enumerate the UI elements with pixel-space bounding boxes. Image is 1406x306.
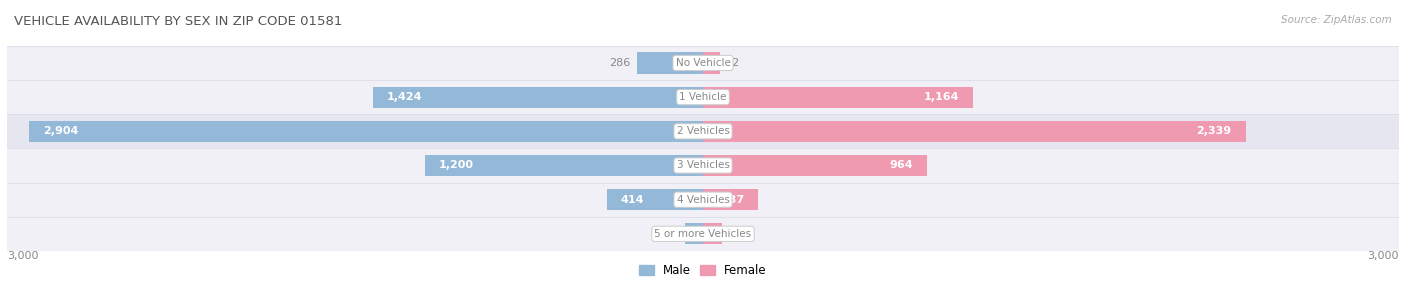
Text: No Vehicle: No Vehicle [675,58,731,68]
Text: 237: 237 [721,195,744,205]
Text: VEHICLE AVAILABILITY BY SEX IN ZIP CODE 01581: VEHICLE AVAILABILITY BY SEX IN ZIP CODE … [14,15,343,28]
Bar [7,217,1399,251]
Text: 414: 414 [621,195,644,205]
Legend: Male, Female: Male, Female [634,259,772,282]
Text: 286: 286 [610,58,631,68]
Text: Source: ZipAtlas.com: Source: ZipAtlas.com [1281,15,1392,25]
Text: 2,339: 2,339 [1197,126,1232,136]
Text: 83: 83 [728,229,742,239]
Text: 2,904: 2,904 [44,126,79,136]
Bar [703,223,723,244]
Bar [703,121,1246,142]
Bar [7,46,1399,80]
Bar [703,52,720,73]
Text: 1,200: 1,200 [439,160,474,170]
Text: 964: 964 [889,160,912,170]
Bar [703,87,973,108]
Text: 72: 72 [725,58,740,68]
Bar [7,148,1399,183]
Bar [7,183,1399,217]
Bar [7,114,1399,148]
Text: 2 Vehicles: 2 Vehicles [676,126,730,136]
Bar [373,87,703,108]
Bar [425,155,703,176]
Text: 3,000: 3,000 [7,251,38,261]
Bar [703,189,758,210]
Text: 4 Vehicles: 4 Vehicles [676,195,730,205]
Bar [30,121,703,142]
Text: 3,000: 3,000 [1368,251,1399,261]
Bar [685,223,703,244]
Bar [7,80,1399,114]
Text: 3 Vehicles: 3 Vehicles [676,160,730,170]
Text: 1 Vehicle: 1 Vehicle [679,92,727,102]
Text: 78: 78 [665,229,679,239]
Bar [637,52,703,73]
Bar [703,155,927,176]
Text: 1,164: 1,164 [924,92,959,102]
Bar [607,189,703,210]
Text: 5 or more Vehicles: 5 or more Vehicles [654,229,752,239]
Text: 1,424: 1,424 [387,92,422,102]
